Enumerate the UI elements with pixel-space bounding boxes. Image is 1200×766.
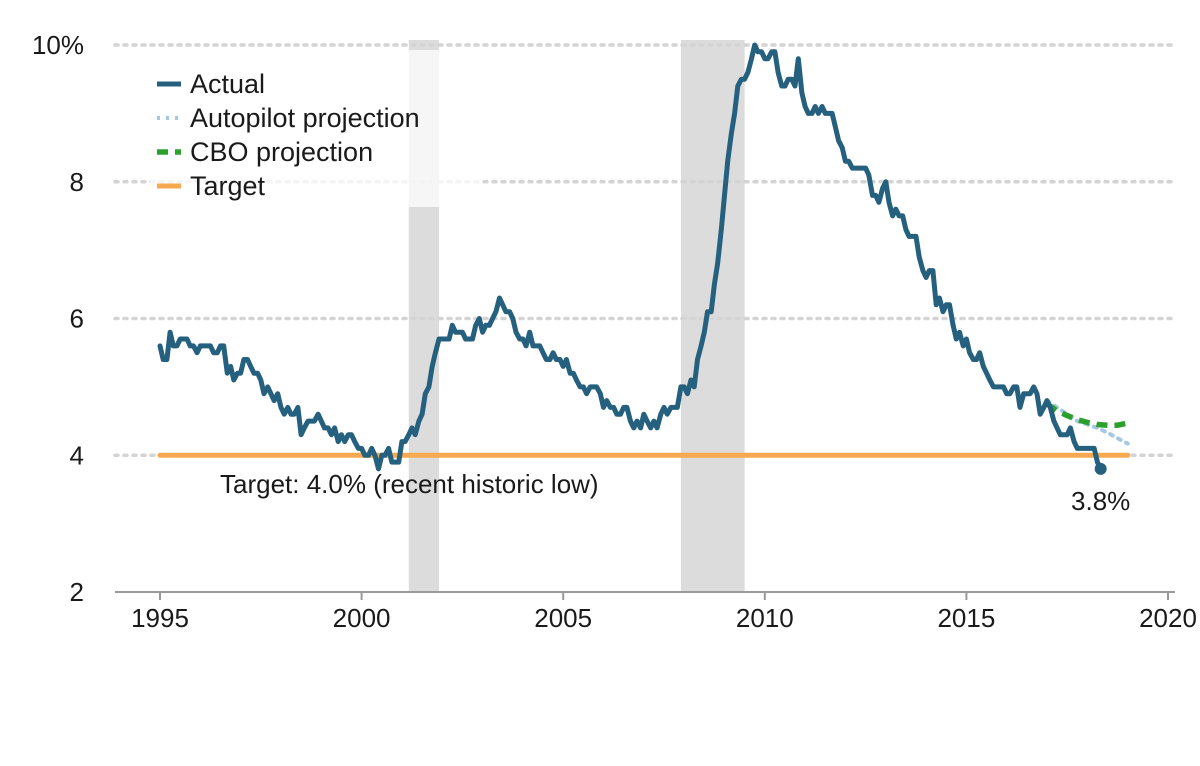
y-tick-label-4: 4	[70, 440, 84, 470]
endpoint-marker	[1094, 462, 1107, 475]
x-tick-label-1995: 1995	[131, 603, 189, 633]
y-tick-label-6: 6	[70, 304, 84, 334]
legend-label-autopilot-projection: Autopilot projection	[190, 103, 420, 133]
x-tick-label-2020: 2020	[1139, 603, 1197, 633]
series-layer	[157, 42, 1131, 475]
y-tick-label-8: 8	[70, 167, 84, 197]
x-tick-label-2000: 2000	[333, 603, 391, 633]
x-tick-label-2005: 2005	[534, 603, 592, 633]
endpoint-label: 3.8%	[1071, 486, 1130, 516]
legend-background	[150, 50, 480, 207]
legend-label-target: Target	[190, 171, 266, 201]
legend-label-cbo-projection: CBO projection	[190, 137, 373, 167]
y-tick-label-2: 2	[70, 577, 84, 607]
series-line-cbo-projection	[1045, 401, 1129, 428]
legend: Actual Autopilot projection CBO projection…	[150, 50, 480, 207]
x-tick-label-2010: 2010	[736, 603, 794, 633]
label-layer: 3.8% Target: 4.0% (recent historic low)	[220, 469, 1130, 516]
target-annotation: Target: 4.0% (recent historic low)	[220, 469, 599, 499]
axis-layer: 1995 2000 2005 2010 2015 2020 2 4 6 8 10%	[32, 30, 1197, 633]
x-tick-label-2015: 2015	[937, 603, 995, 633]
series-line-actual	[157, 42, 1104, 472]
y-tick-label-10: 10%	[32, 30, 84, 60]
legend-label-actual: Actual	[190, 69, 265, 99]
